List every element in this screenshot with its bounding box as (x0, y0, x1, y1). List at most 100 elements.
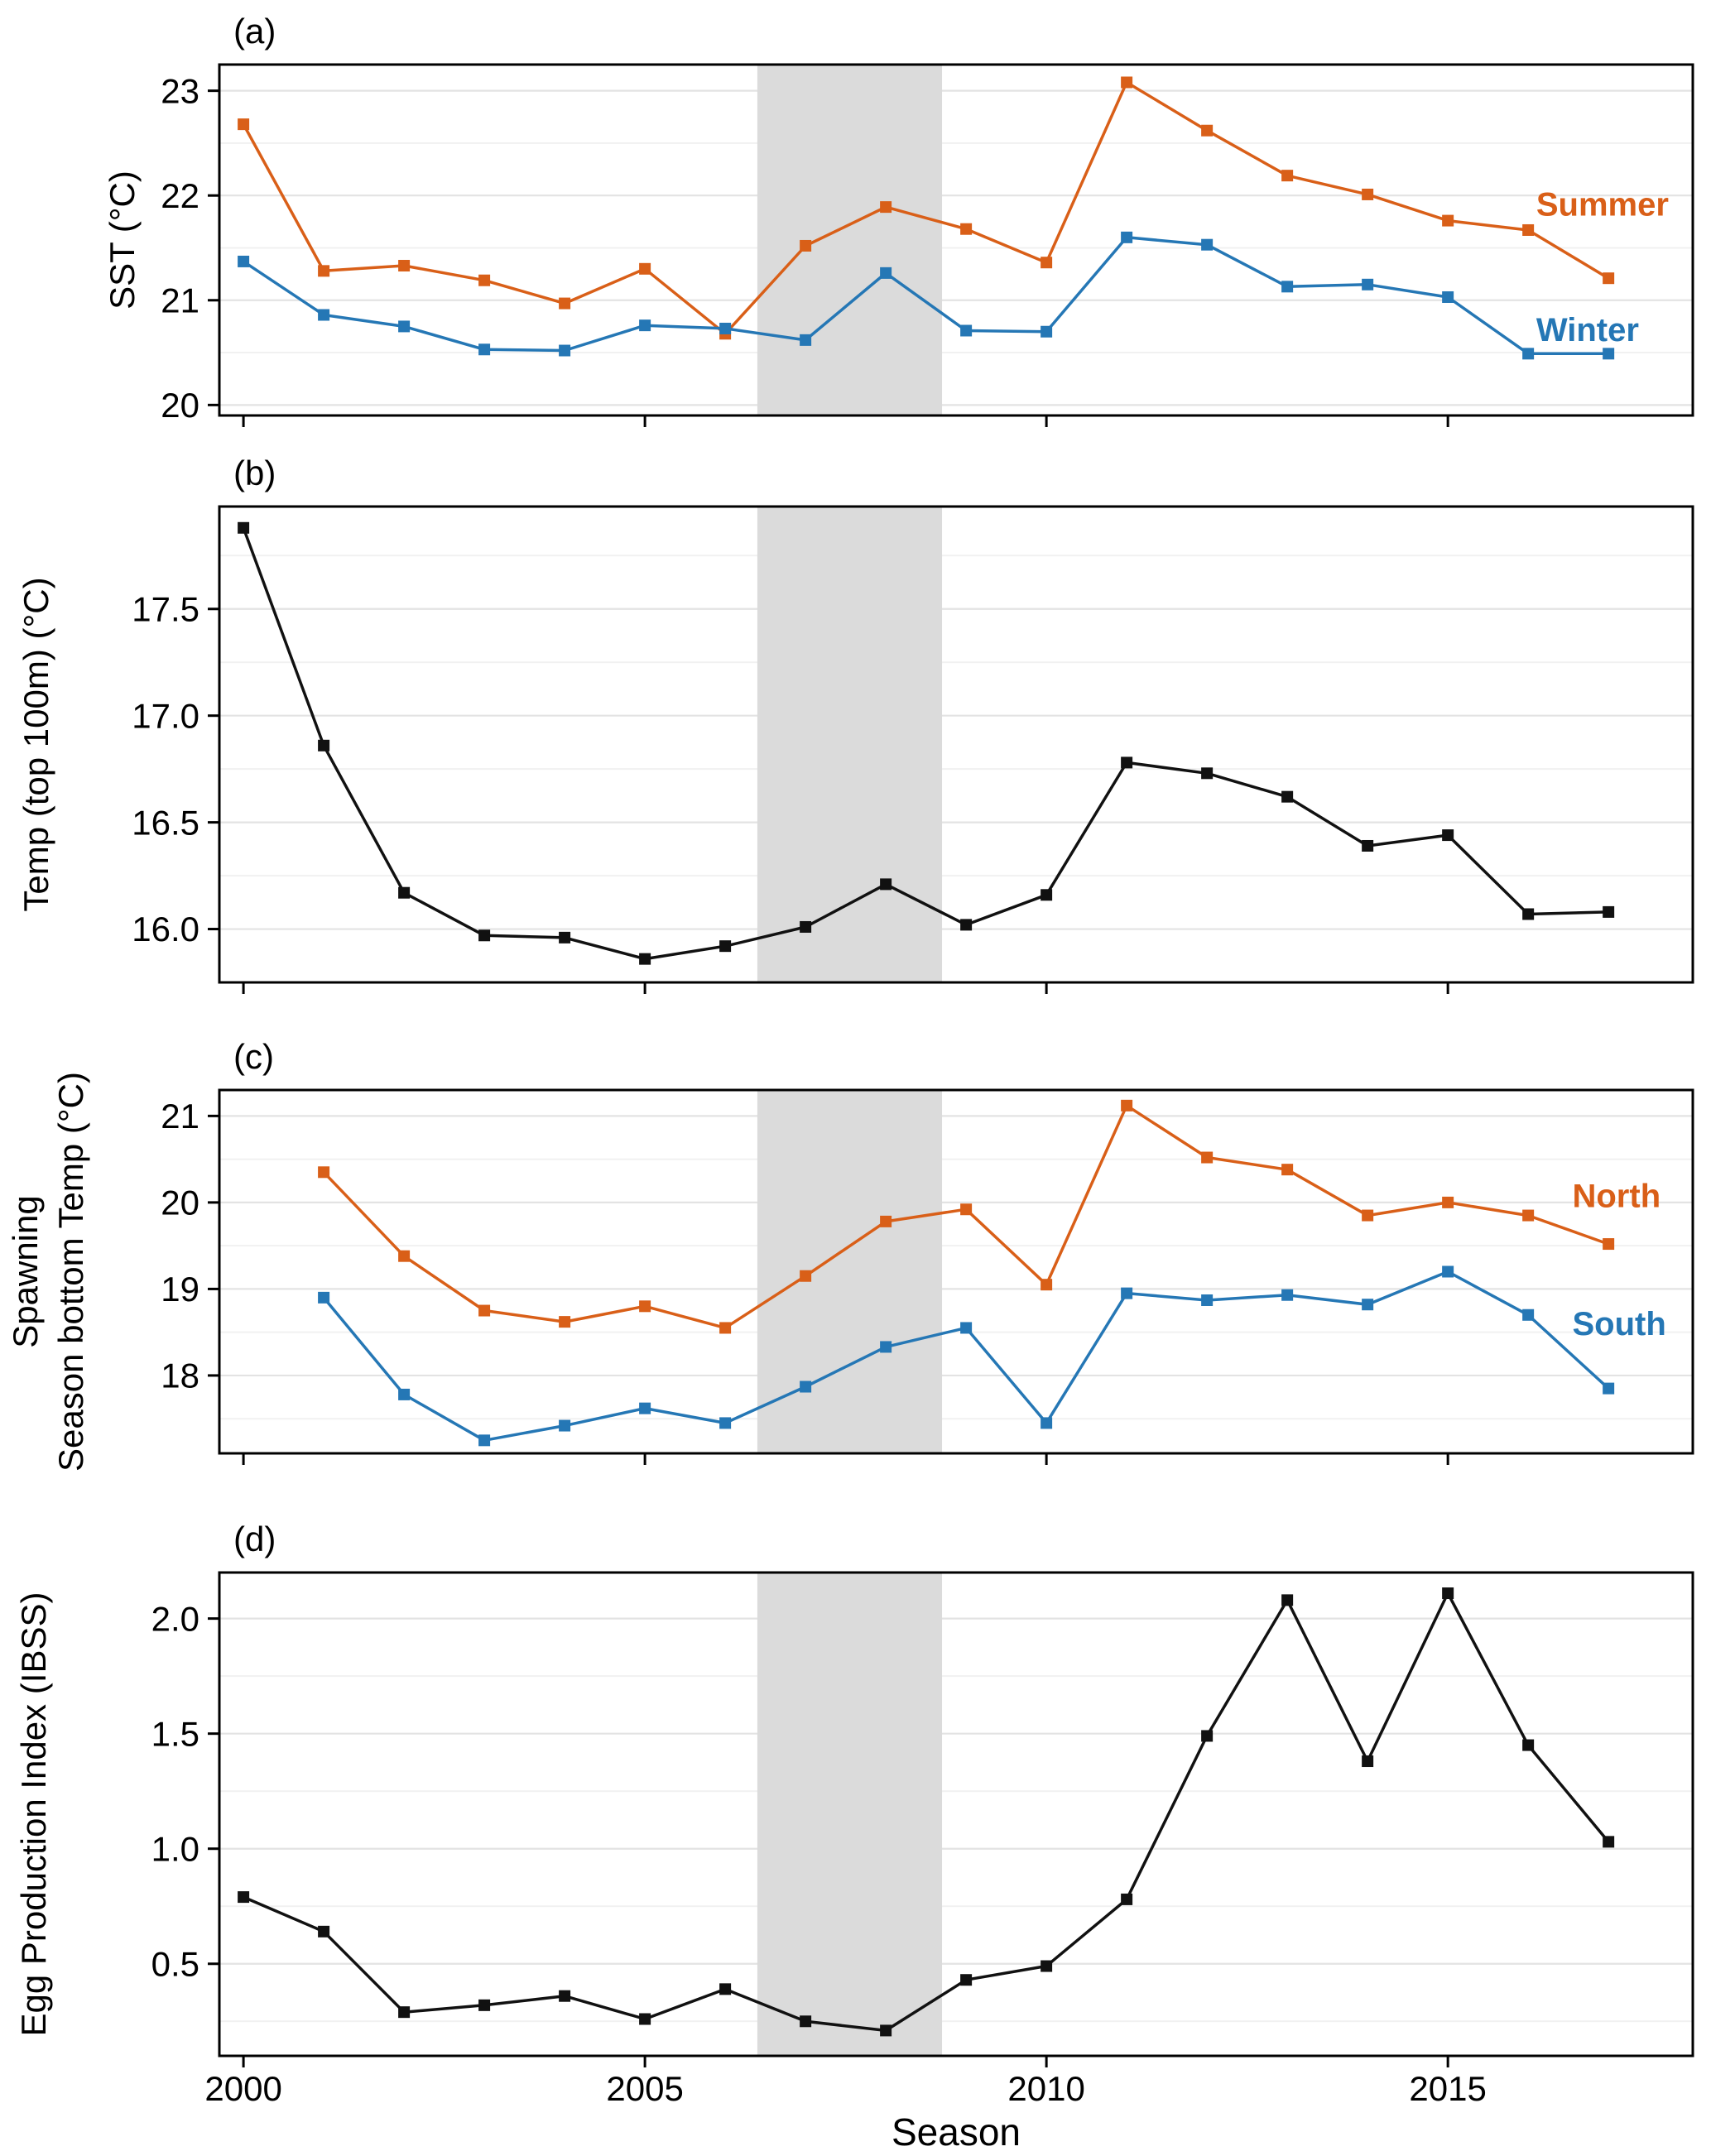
data-point-marker (1041, 889, 1053, 901)
y-tick-label: 19 (161, 1270, 199, 1308)
panel-border (218, 63, 1694, 417)
data-point-marker (960, 223, 973, 235)
series-egg-production-index-markers (238, 1587, 1615, 2037)
data-point-marker (1041, 1960, 1053, 1972)
panel-border (218, 505, 1694, 984)
data-point-marker (1281, 281, 1294, 293)
y-tick-label: 22 (161, 176, 199, 215)
data-point-marker (398, 1388, 411, 1400)
data-point-marker (1522, 908, 1535, 920)
data-point-marker (719, 1417, 732, 1429)
data-point-marker (559, 931, 571, 944)
data-point-marker (1442, 214, 1454, 227)
data-point-marker (1201, 767, 1214, 780)
data-point-marker (1522, 348, 1535, 360)
y-axis-title: Egg Production Index (IBSS) (14, 1592, 53, 2037)
data-point-marker (398, 886, 411, 899)
data-point-marker (639, 1300, 651, 1313)
legend-label-summer: Summer (1536, 186, 1669, 223)
data-point-marker (1121, 76, 1133, 89)
data-point-marker (880, 1215, 892, 1227)
data-point-marker (1281, 1164, 1294, 1176)
panel-border (218, 1088, 1694, 1455)
data-point-marker (559, 344, 571, 357)
panel-label-c: (c) (233, 1037, 274, 1076)
series-temp-top-100m-line (242, 527, 1609, 961)
y-tick-label: 16.5 (132, 803, 199, 842)
data-point-marker (478, 1304, 491, 1317)
data-point-marker (639, 1402, 651, 1414)
data-point-marker (1362, 1209, 1374, 1222)
series-temp-top-100m-markers (238, 521, 1615, 965)
data-point-marker (1362, 839, 1374, 852)
y-axis-title: Season bottom Temp (°C) (51, 1072, 90, 1472)
data-point-marker (1603, 1382, 1615, 1395)
legend-label-south: South (1572, 1306, 1665, 1342)
data-point-marker (1281, 790, 1294, 803)
y-tick-label: 1.5 (151, 1714, 199, 1753)
x-tick-label: 2010 (1007, 2069, 1084, 2108)
data-point-marker (398, 1250, 411, 1262)
data-point-marker (800, 920, 812, 933)
data-point-marker (1121, 756, 1133, 769)
y-tick-label: 17.5 (132, 589, 199, 628)
data-point-marker (639, 319, 651, 332)
data-point-marker (1041, 1417, 1053, 1429)
data-point-marker (1362, 188, 1374, 200)
data-point-marker (1281, 1289, 1294, 1301)
data-point-marker (639, 2013, 651, 2025)
data-point-marker (478, 1999, 491, 2011)
data-point-marker (1041, 1279, 1053, 1291)
highlight-band (757, 1573, 943, 2056)
data-point-marker (960, 1203, 973, 1216)
data-point-marker (559, 1419, 571, 1432)
panel-c: 18 19 20 21 (c) Spawning Season bottom Temp (°… (6, 1037, 1694, 1472)
data-point-marker (318, 1925, 330, 1938)
highlight-band (757, 1090, 943, 1453)
data-point-marker (238, 255, 250, 267)
data-point-marker (398, 320, 411, 333)
x-tick-label: 2015 (1409, 2069, 1486, 2108)
data-point-marker (880, 201, 892, 214)
data-point-marker (800, 1270, 812, 1282)
data-point-marker (478, 274, 491, 286)
y-tick-label: 20 (161, 386, 199, 425)
data-point-marker (1121, 231, 1133, 243)
data-point-marker (880, 2024, 892, 2037)
data-point-marker (238, 118, 250, 131)
data-point-marker (960, 324, 973, 337)
panel-label-d: (d) (233, 1520, 276, 1558)
panel-label-a: (a) (233, 12, 276, 50)
highlight-band (757, 507, 943, 982)
data-point-marker (559, 297, 571, 310)
data-point-marker (1603, 348, 1615, 360)
data-point-marker (238, 1891, 250, 1904)
data-point-marker (800, 2015, 812, 2028)
panel-a: 20 21 22 23 (a) SST (°C) Summer Winter (103, 12, 1694, 427)
panel-label-b: (b) (233, 454, 276, 492)
data-point-marker (1522, 223, 1535, 236)
data-point-marker (398, 2006, 411, 2019)
data-point-marker (1442, 1196, 1454, 1208)
data-point-marker (1041, 257, 1053, 269)
data-point-marker (1201, 1294, 1214, 1306)
data-point-marker (398, 260, 411, 272)
data-point-marker (1201, 124, 1214, 137)
y-tick-label: 21 (161, 1097, 199, 1136)
data-point-marker (1281, 170, 1294, 182)
data-point-marker (880, 1341, 892, 1353)
data-point-marker (719, 322, 732, 334)
data-point-marker (1603, 1836, 1615, 1848)
data-point-marker (1362, 278, 1374, 291)
series-north-markers (318, 1099, 1615, 1334)
data-point-marker (478, 1434, 491, 1447)
data-point-marker (639, 262, 651, 275)
data-point-marker (800, 239, 812, 252)
x-axis-title: Season (892, 2110, 1021, 2154)
series-winter-line (243, 236, 1609, 356)
legend-label-winter: Winter (1536, 312, 1639, 348)
data-point-marker (318, 309, 330, 321)
data-point-marker (1603, 1238, 1615, 1251)
